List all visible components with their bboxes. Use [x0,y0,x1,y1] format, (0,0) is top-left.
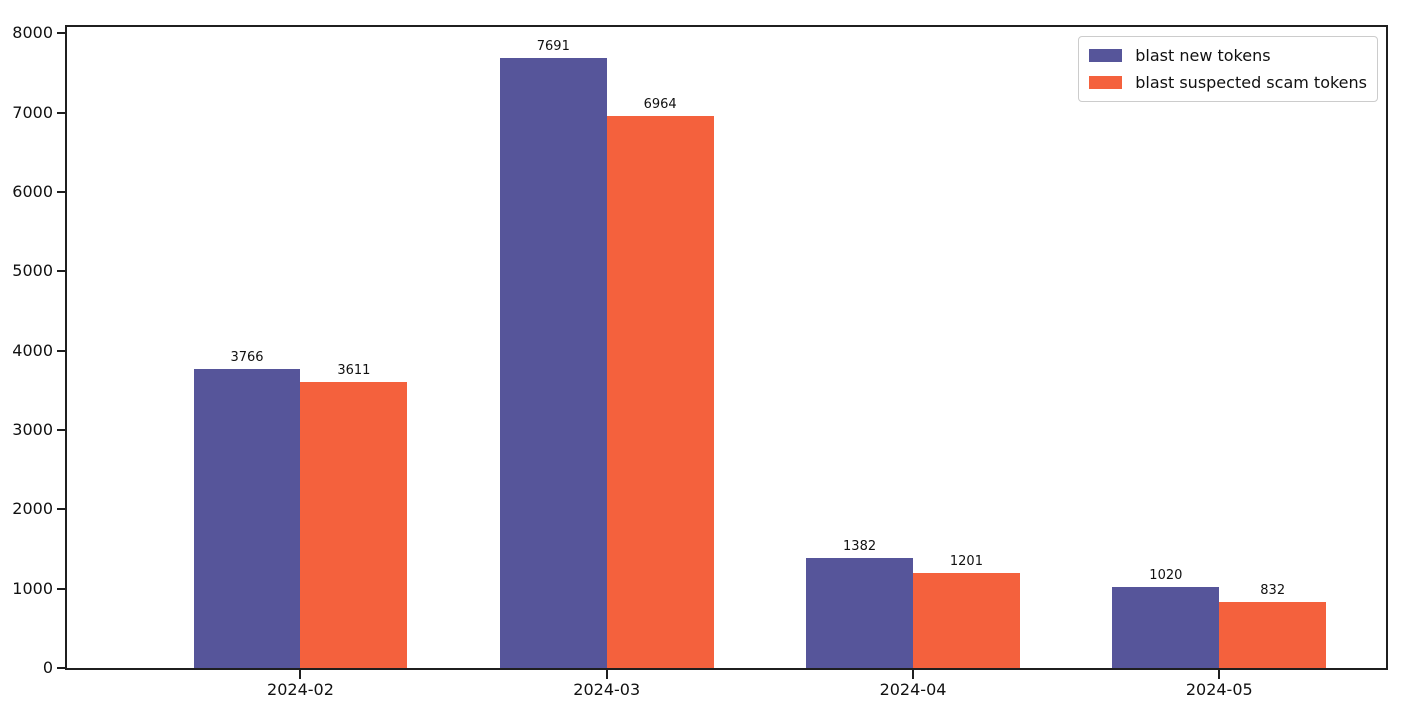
bar-value-label: 1201 [949,553,983,569]
bar [1112,587,1220,668]
y-axis-tick-mark [57,270,65,273]
y-axis-tick-label: 1000 [12,578,53,598]
y-axis-tick-label: 6000 [12,182,53,202]
x-axis-tick-label: 2024-05 [1185,680,1253,699]
bar-value-label: 7691 [536,38,570,54]
bar [193,369,301,668]
y-axis-tick-mark [57,349,65,352]
x-axis-tick-label: 2024-04 [879,680,947,699]
y-axis-tick-label: 2000 [12,499,53,519]
y-axis-tick-mark [57,587,65,590]
bar-value-label: 1382 [843,539,877,555]
bar-value-label: 1020 [1149,568,1183,584]
legend: blast new tokens blast suspected scam to… [1078,36,1378,103]
y-axis-tick-label: 7000 [12,102,53,122]
y-axis-tick-label: 8000 [12,23,53,43]
y-axis-tick-mark [57,191,65,194]
x-axis-tick-mark [299,670,302,679]
bar [806,558,913,668]
bar-value-label: 832 [1260,583,1286,598]
legend-label: blast suspected scam tokens [1135,73,1367,93]
x-axis-tick-label: 2024-03 [573,680,641,699]
y-axis-tick-label: 4000 [12,340,53,360]
y-axis-tick-label: 5000 [12,261,53,281]
legend-item: blast suspected scam tokens [1089,73,1367,92]
bar [913,572,1020,668]
legend-swatch-icon [1089,76,1123,90]
y-axis-tick-mark [57,429,65,432]
x-axis-tick-label: 2024-02 [267,680,334,699]
bar-value-label: 6964 [643,96,677,112]
bar [499,57,607,668]
y-axis-tick-mark [57,32,65,35]
y-axis-tick-label: 3000 [12,420,53,440]
x-axis-tick-mark [1218,670,1221,679]
bar [606,115,714,668]
y-axis-tick-mark [57,667,65,669]
y-axis-tick-label: 0 [42,658,53,677]
legend-item: blast new tokens [1089,46,1367,65]
y-axis-tick-mark [57,111,65,114]
legend-swatch-icon [1089,49,1123,63]
bar [1219,602,1327,668]
y-axis-tick-mark [57,508,65,511]
plot-area: blast new tokens blast suspected scam to… [12,25,1388,698]
bar [300,381,408,668]
bar-value-label: 3611 [337,362,371,378]
x-axis-tick-mark [605,670,608,679]
legend-label: blast new tokens [1135,46,1271,65]
bar-value-label: 3766 [230,350,264,366]
x-axis-tick-mark [912,670,914,679]
